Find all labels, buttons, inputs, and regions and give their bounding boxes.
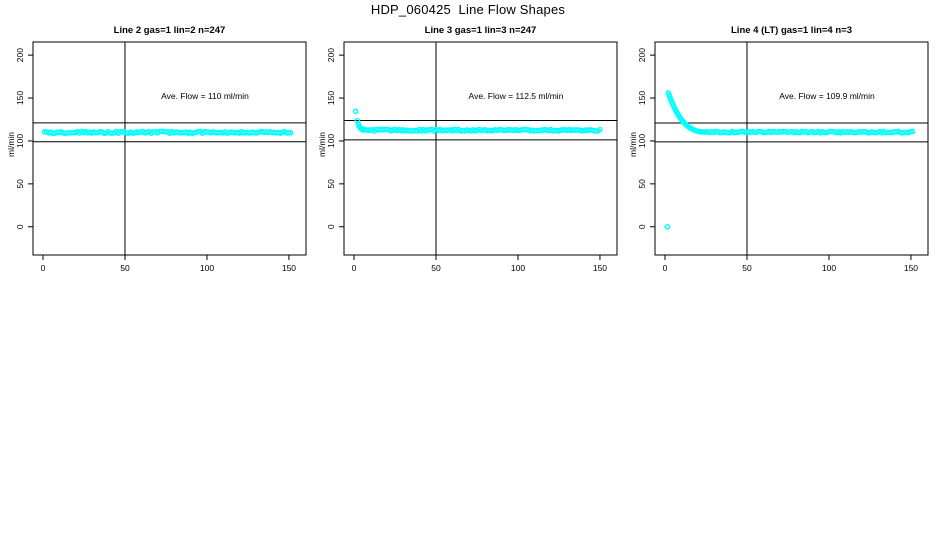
x-tick-label: 50 <box>742 263 752 273</box>
data-point <box>285 130 292 136</box>
x-tick-label: 150 <box>593 263 607 273</box>
y-tick-label: 0 <box>326 224 336 229</box>
y-tick-label: 50 <box>326 179 336 189</box>
subplot-title: Line 4 (LT) gas=1 lin=4 n=3 <box>731 25 852 36</box>
y-tick-label: 150 <box>637 91 647 105</box>
subplot-line-3: Line 3 gas=1 lin=3 n=247 0 50 100 150 0 50 100 1… <box>317 25 618 273</box>
plot-box <box>32 41 307 256</box>
plot-box <box>343 41 618 256</box>
subplot-line-2: Line 2 gas=1 lin=2 n=247 0 50 100 150 0 50 100 1… <box>6 25 307 273</box>
data-point <box>909 128 916 135</box>
y-axis-label: ml/min <box>628 132 638 157</box>
ave-flow-annotation: Ave. Flow = 110 ml/min <box>161 91 249 101</box>
figure-title: HDP_060425 Line Flow Shapes <box>370 2 566 17</box>
y-tick-label: 50 <box>15 179 25 189</box>
y-tick-label: 100 <box>326 134 336 148</box>
data-point <box>352 108 359 115</box>
y-tick-label: 100 <box>15 134 25 148</box>
data-point <box>354 117 361 124</box>
data-point <box>597 126 603 133</box>
y-tick-label: 100 <box>637 134 647 148</box>
y-tick-label: 200 <box>326 48 336 62</box>
ave-flow-annotation: Ave. Flow = 109.9 ml/min <box>779 91 875 101</box>
subplot-line-4-lt: Line 4 (LT) gas=1 lin=4 n=3 0 50 100 150 0 50 1… <box>628 25 929 273</box>
y-tick-label: 200 <box>15 48 25 62</box>
x-tick-label: 50 <box>431 263 441 273</box>
x-tick-label: 150 <box>282 263 296 273</box>
x-tick-label: 50 <box>120 263 130 273</box>
plot-box <box>654 41 929 256</box>
plot-canvas: Line 2 gas=1 lin=2 n=247 0 50 100 150 0 50 100 1… <box>6 25 929 273</box>
x-tick-label: 100 <box>200 263 214 273</box>
y-tick-label: 200 <box>637 48 647 62</box>
y-axis-label: ml/min <box>6 132 16 157</box>
y-tick-label: 0 <box>637 224 647 229</box>
x-tick-label: 150 <box>904 263 918 273</box>
y-tick-label: 150 <box>326 91 336 105</box>
x-tick-label: 0 <box>41 263 46 273</box>
subplot-title: Line 3 gas=1 lin=3 n=247 <box>425 25 537 36</box>
y-tick-label: 150 <box>15 91 25 105</box>
subplot-title: Line 2 gas=1 lin=2 n=247 <box>114 25 226 36</box>
x-tick-label: 0 <box>352 263 357 273</box>
x-tick-label: 0 <box>663 263 668 273</box>
x-tick-label: 100 <box>822 263 836 273</box>
ave-flow-annotation: Ave. Flow = 112.5 ml/min <box>469 91 564 101</box>
y-tick-label: 0 <box>15 224 25 229</box>
data-point <box>287 129 294 136</box>
y-axis-label: ml/min <box>317 132 327 157</box>
data-point <box>664 223 671 230</box>
x-tick-label: 100 <box>511 263 525 273</box>
y-tick-label: 50 <box>637 179 647 189</box>
